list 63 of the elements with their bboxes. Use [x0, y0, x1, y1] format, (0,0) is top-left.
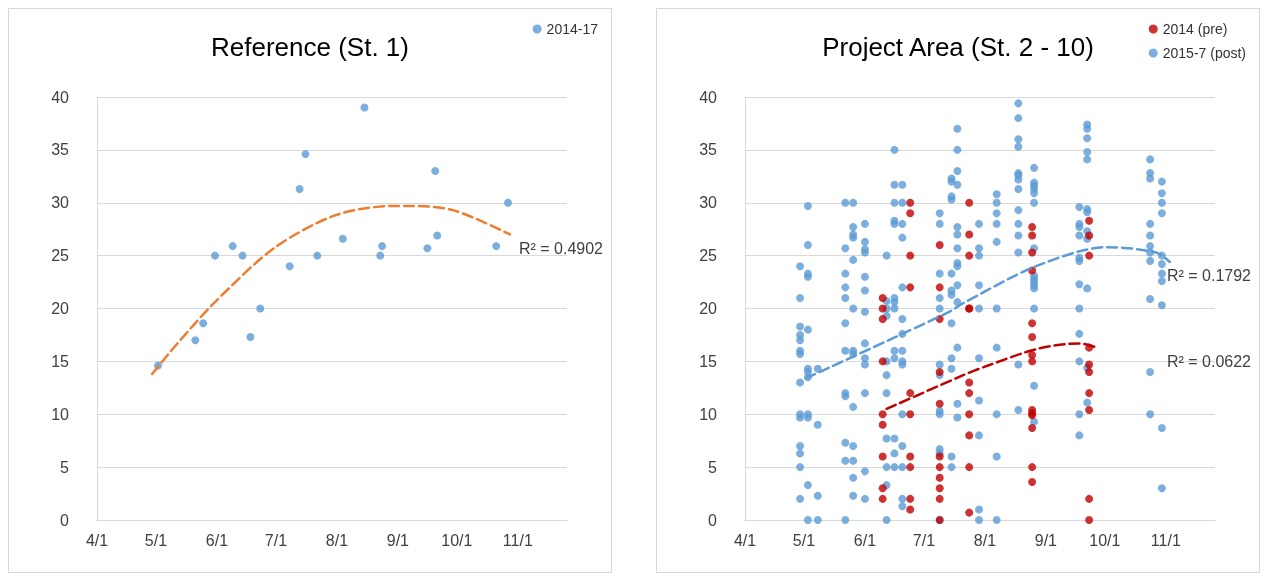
x-tick-label: 7/1 [912, 531, 936, 549]
x-tick-label: 6/1 [853, 531, 877, 549]
point [431, 167, 440, 176]
y-tick-label: 20 [699, 300, 718, 317]
point [313, 251, 322, 260]
x-tick-label: 5/1 [792, 531, 816, 549]
point [211, 251, 219, 260]
annotation: R² = 0.1792 [1166, 267, 1252, 285]
x-tick-label: 7/1 [264, 531, 288, 549]
point [492, 242, 501, 251]
point [378, 242, 387, 251]
point [423, 244, 432, 253]
x-tick-label: 11/1 [1150, 531, 1181, 549]
point [191, 336, 200, 345]
x-tick-label: 5/1 [144, 531, 168, 549]
x-tick-label: 10/1 [1089, 531, 1121, 549]
y-tick-label: 0 [60, 511, 70, 529]
y-tick-label: 30 [51, 194, 70, 212]
annotation: R² = 0.0622 [1166, 353, 1252, 371]
x-tick-label: 11/1 [502, 531, 533, 549]
y-tick-label: 10 [699, 405, 718, 423]
y-tick-label: 25 [699, 247, 718, 265]
point [301, 150, 310, 159]
y-tick-label: 5 [708, 458, 718, 476]
point [285, 262, 294, 271]
point [246, 333, 255, 342]
point [338, 234, 347, 243]
x-tick-label: 4/1 [733, 531, 757, 549]
point [256, 304, 265, 313]
chart-title: Reference (St. 1) [211, 32, 409, 62]
x-tick-label: 6/1 [205, 531, 229, 549]
y-tick-label: 40 [51, 88, 70, 106]
point [199, 319, 208, 328]
x-tick-label: 9/1 [386, 531, 410, 549]
y-tick-label: 20 [51, 300, 70, 317]
legend-label: 2014-17 [546, 21, 599, 37]
point [504, 198, 512, 207]
y-tick-label: 15 [699, 352, 718, 370]
y-tick-label: 35 [51, 141, 70, 159]
y-tick-label: 15 [51, 352, 70, 370]
legend-label: 2014 (pre) [1162, 21, 1228, 37]
y-tick-label: 30 [699, 194, 718, 212]
y-tick-label: 0 [708, 511, 718, 529]
chart-title: Project Area (St. 2 - 10) [822, 32, 1094, 62]
point [295, 185, 304, 193]
point [238, 251, 247, 260]
x-tick-label: 8/1 [325, 531, 349, 549]
line-series [150, 204, 512, 376]
annotation: R² = 0.4902 [518, 239, 604, 257]
legend-label: 2015-7 (post) [1162, 45, 1247, 61]
y-tick-label: 10 [51, 405, 70, 423]
x-tick-label: 4/1 [85, 531, 109, 549]
y-tick-label: 25 [51, 247, 70, 265]
y-tick-label: 5 [60, 458, 70, 476]
y-tick-label: 40 [699, 88, 718, 106]
x-tick-label: 8/1 [973, 531, 997, 549]
x-tick-label: 9/1 [1034, 531, 1058, 549]
point [376, 251, 385, 260]
point [360, 103, 369, 112]
y-tick-label: 35 [699, 141, 718, 159]
point [228, 242, 237, 251]
point [433, 231, 442, 240]
x-tick-label: 10/1 [441, 531, 473, 549]
